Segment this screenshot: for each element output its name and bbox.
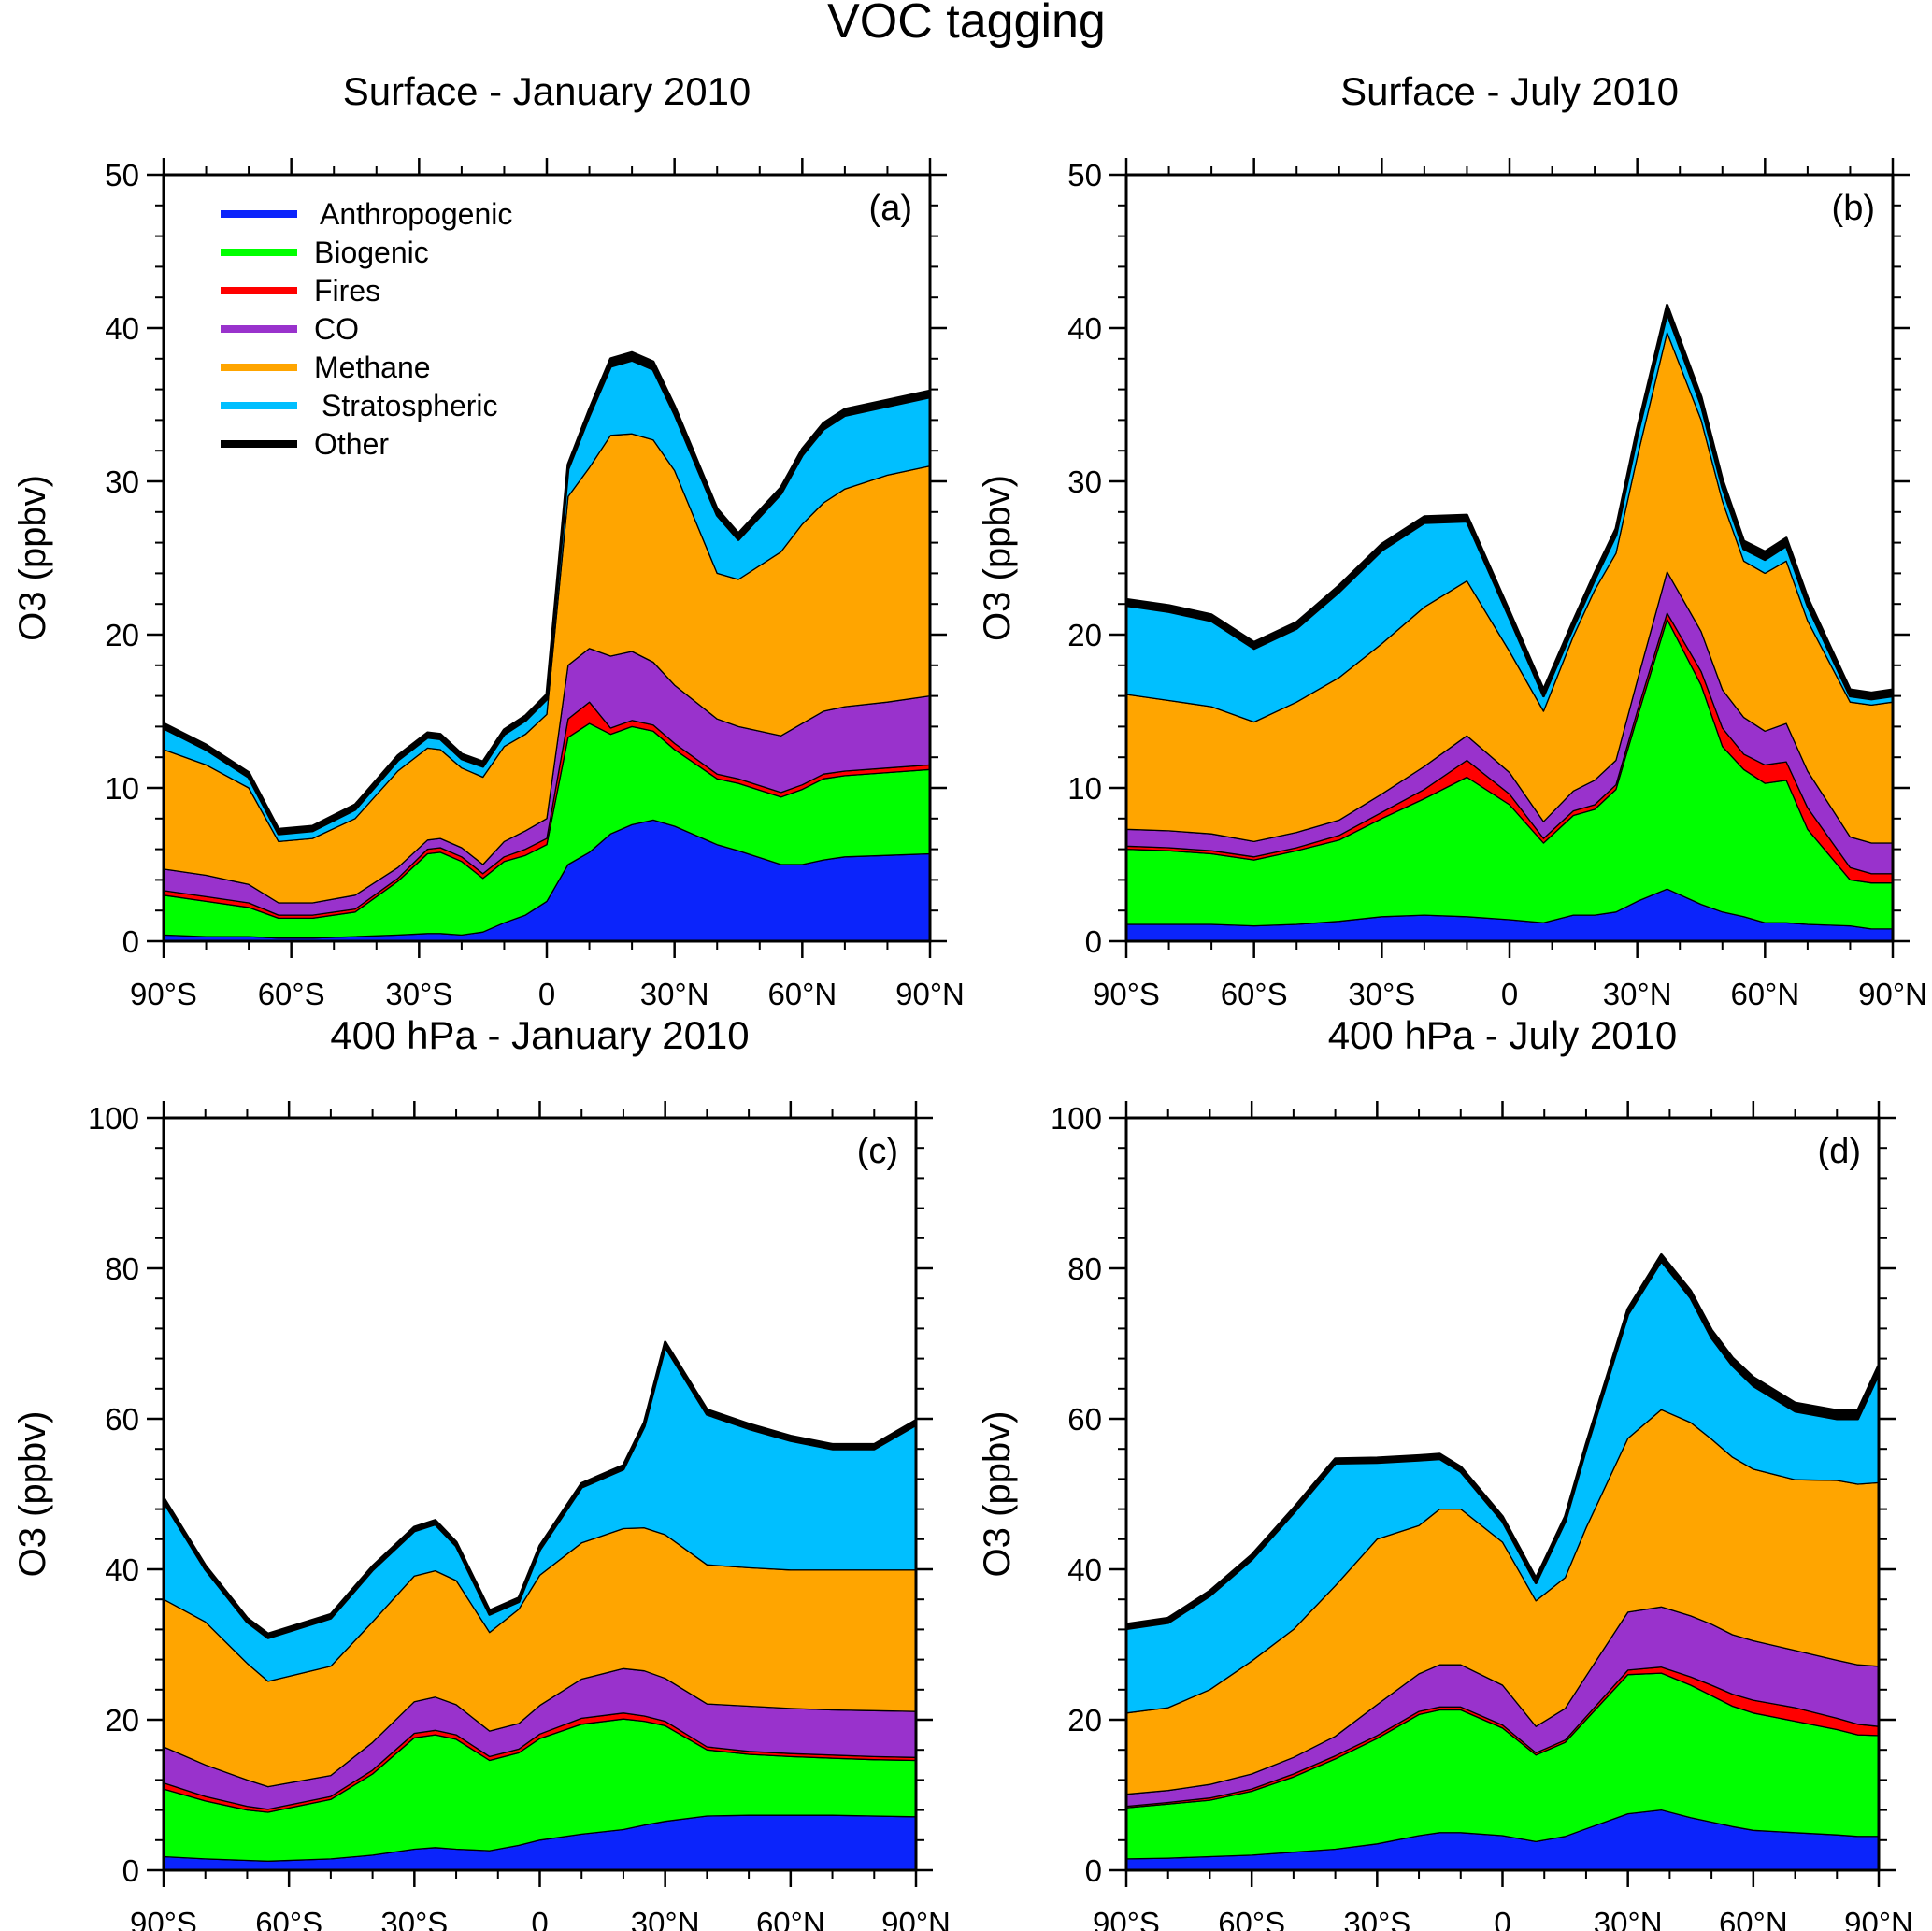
x-tick-label: 90°S <box>130 1906 197 1931</box>
legend-item-other: Other <box>221 427 389 461</box>
y-tick-label: 40 <box>105 1552 139 1587</box>
y-tick-label: 60 <box>105 1402 139 1437</box>
legend-label-biogenic: Biogenic <box>314 236 429 269</box>
y-tick-label: 0 <box>1085 924 1102 959</box>
y-axis-label: O3 (ppbv) <box>977 475 1018 641</box>
x-tick-label: 60°N <box>767 977 837 1011</box>
x-tick-label: 0 <box>1501 977 1518 1011</box>
x-tick-label: 30°S <box>385 977 452 1011</box>
y-tick-label: 40 <box>1067 1552 1102 1587</box>
y-tick-label: 40 <box>1067 311 1102 346</box>
x-axis: 90°S 60°S 30°S 0 30°N 60°N 90°N <box>130 158 965 1011</box>
panel-letter: (b) <box>1832 189 1875 228</box>
x-tick-label: 30°S <box>1348 977 1415 1011</box>
x-axis: 90°S 60°S 30°S 0 30°N 60°N 90°N <box>130 1101 951 1931</box>
x-tick-label: 60°N <box>1719 1906 1788 1931</box>
panel-title: Surface - January 2010 <box>343 69 751 113</box>
panel-letter: (a) <box>869 189 912 228</box>
y-tick-label: 50 <box>105 158 139 193</box>
y-axis-label: O3 (ppbv) <box>12 475 53 641</box>
legend-item-methane: Methane <box>221 350 431 384</box>
y-tick-label: 20 <box>1067 1703 1102 1738</box>
panel-title: Surface - July 2010 <box>1340 69 1679 113</box>
legend-item-stratospheric: Stratospheric <box>221 389 498 422</box>
legend-label-anthropogenic: Anthropogenic <box>320 197 512 231</box>
y-tick-label: 50 <box>1067 158 1102 193</box>
stacked-areas <box>162 350 932 942</box>
x-tick-label: 30°S <box>380 1906 448 1931</box>
x-tick-label: 0 <box>531 1906 548 1931</box>
x-tick-label: 30°S <box>1343 1906 1410 1931</box>
y-tick-label: 10 <box>1067 771 1102 806</box>
x-tick-label: 30°N <box>1603 977 1672 1011</box>
legend-item-co: CO <box>221 312 359 346</box>
stacked-areas <box>1124 303 1895 942</box>
y-tick-label: 80 <box>105 1252 139 1286</box>
x-tick-label: 90°S <box>1093 977 1160 1011</box>
x-tick-label: 60°S <box>1221 977 1288 1011</box>
panel-d: 0 20 40 60 80 100 90°S 60°S 30°S 0 30°N 60°N 90°N 400… <box>977 1013 1913 1931</box>
y-tick-label: 100 <box>1051 1101 1102 1136</box>
legend-item-fires: Fires <box>221 274 380 308</box>
x-tick-label: 30°N <box>640 977 709 1011</box>
y-tick-label: 20 <box>1067 618 1102 652</box>
x-tick-label: 0 <box>538 977 555 1011</box>
y-tick-label: 80 <box>1067 1252 1102 1286</box>
x-tick-label: 60°S <box>255 1906 322 1931</box>
x-axis: 90°S 60°S 30°S 0 30°N 60°N 90°N <box>1093 158 1927 1011</box>
y-axis: 0 20 40 60 80 100 <box>88 1101 933 1888</box>
y-tick-label: 30 <box>1067 465 1102 499</box>
panel-c: 0 20 40 60 80 100 90°S 60°S 30°S 0 30°N 60°N 90°N 400… <box>12 1013 951 1931</box>
y-tick-label: 40 <box>105 311 139 346</box>
panel-title: 400 hPa - January 2010 <box>330 1013 749 1057</box>
y-tick-label: 10 <box>105 771 139 806</box>
y-tick-label: 30 <box>105 465 139 499</box>
panel-b: 0 10 20 30 40 50 90°S 60°S 30°S 0 30°N 60°N 90°N Surf… <box>977 69 1927 1011</box>
legend-label-methane: Methane <box>314 350 431 384</box>
y-axis: 0 20 40 60 80 100 <box>1051 1101 1896 1888</box>
x-tick-label: 60°N <box>756 1906 825 1931</box>
legend-label-stratospheric: Stratospheric <box>322 389 498 422</box>
x-tick-label: 60°S <box>258 977 325 1011</box>
stacked-areas <box>1124 1253 1881 1871</box>
x-tick-label: 30°N <box>1594 1906 1663 1931</box>
panel-title: 400 hPa - July 2010 <box>1328 1013 1678 1057</box>
panel-a: 0 10 20 30 40 50 90°S 60°S 30°S 0 30°N 60°N 90°N Surf… <box>12 69 965 1011</box>
x-tick-label: 60°N <box>1730 977 1799 1011</box>
x-tick-label: 90°N <box>895 977 965 1011</box>
x-tick-label: 90°S <box>1093 1906 1160 1931</box>
legend-label-other: Other <box>314 427 389 461</box>
y-tick-label: 100 <box>88 1101 139 1136</box>
legend-item-biogenic: Biogenic <box>221 236 429 269</box>
stacked-areas <box>162 1340 918 1871</box>
y-tick-label: 60 <box>1067 1402 1102 1437</box>
x-tick-label: 90°S <box>130 977 197 1011</box>
legend: Anthropogenic Biogenic Fires CO Methane … <box>221 197 512 461</box>
y-axis-label: O3 (ppbv) <box>12 1411 53 1578</box>
y-axis: 0 10 20 30 40 50 <box>1067 158 1910 959</box>
x-axis: 90°S 60°S 30°S 0 30°N 60°N 90°N <box>1093 1101 1913 1931</box>
y-tick-label: 20 <box>105 618 139 652</box>
y-axis: 0 10 20 30 40 50 <box>105 158 947 959</box>
figure-title: VOC tagging <box>827 0 1106 49</box>
legend-item-anthropogenic: Anthropogenic <box>221 197 512 231</box>
legend-label-fires: Fires <box>314 274 380 308</box>
x-tick-label: 0 <box>1494 1906 1510 1931</box>
y-tick-label: 0 <box>122 1853 139 1888</box>
legend-label-co: CO <box>314 312 359 346</box>
y-tick-label: 0 <box>122 924 139 959</box>
x-tick-label: 60°S <box>1218 1906 1285 1931</box>
x-tick-label: 90°N <box>881 1906 951 1931</box>
y-tick-label: 0 <box>1085 1853 1102 1888</box>
panel-letter: (c) <box>857 1132 898 1171</box>
y-axis-label: O3 (ppbv) <box>977 1411 1018 1578</box>
y-tick-label: 20 <box>105 1703 139 1738</box>
x-tick-label: 90°N <box>1858 977 1927 1011</box>
x-tick-label: 90°N <box>1844 1906 1913 1931</box>
panel-letter: (d) <box>1818 1132 1861 1171</box>
x-tick-label: 30°N <box>631 1906 700 1931</box>
